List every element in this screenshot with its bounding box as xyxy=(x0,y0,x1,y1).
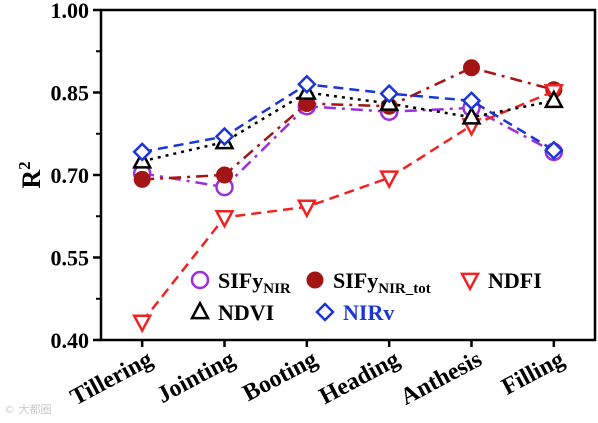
legend-label: SIFyNIR_tot xyxy=(333,268,431,297)
watermark-text: © 大都圈 xyxy=(4,403,52,416)
series-line xyxy=(141,82,555,154)
legend-marker xyxy=(315,302,335,322)
y-tick-label: 1.00 xyxy=(51,0,90,23)
x-tick-label: Tillering xyxy=(66,346,157,411)
data-point xyxy=(297,74,317,95)
series-sify-nir-tot xyxy=(133,59,563,188)
legend-marker xyxy=(459,272,481,292)
series-line xyxy=(142,66,555,181)
legend-label: NIRv xyxy=(343,300,394,325)
y-tick-label: 0.85 xyxy=(51,81,90,106)
x-tick-label: Filling xyxy=(498,346,569,400)
y-tick-label: 0.70 xyxy=(51,163,90,188)
data-point xyxy=(461,90,482,111)
data-point xyxy=(214,126,235,147)
x-tick-label: Booting xyxy=(239,346,322,407)
series-nirv xyxy=(132,74,564,162)
data-point xyxy=(132,142,152,162)
data-point xyxy=(543,89,564,109)
data-point xyxy=(132,314,153,334)
legend-item: SIFyNIR xyxy=(190,268,291,297)
series-line xyxy=(141,91,555,163)
legend-item: NIRv xyxy=(315,300,394,325)
data-point xyxy=(461,105,482,125)
data-point xyxy=(296,199,317,219)
legend-marker xyxy=(306,271,324,289)
data-point xyxy=(463,59,480,77)
legend-label: SIFyNIR xyxy=(218,268,291,297)
legend-label: NDFI xyxy=(488,268,542,293)
x-tick-label: Anthesis xyxy=(396,346,486,410)
series-layer xyxy=(132,59,564,334)
series-line xyxy=(141,90,555,323)
series-ndfi xyxy=(132,83,564,334)
x-tick-label: Jointing xyxy=(153,346,239,408)
data-point xyxy=(379,83,399,104)
series-ndvi xyxy=(132,81,564,169)
legend-item: SIFyNIR_tot xyxy=(306,268,431,297)
legend-label: NDVI xyxy=(218,300,274,325)
data-point xyxy=(379,170,400,190)
x-tick-label: Heading xyxy=(315,346,404,410)
data-point xyxy=(214,209,235,229)
data-point xyxy=(216,166,233,184)
y-tick-label: 0.40 xyxy=(51,328,90,353)
legend-item: NDFI xyxy=(459,268,542,293)
legend-marker xyxy=(190,270,210,290)
data-point xyxy=(133,170,151,188)
legend-marker xyxy=(189,300,211,320)
legend-item: NDVI xyxy=(189,300,274,325)
y-tick-label: 0.55 xyxy=(51,246,90,271)
data-point xyxy=(544,140,564,161)
series-sify-nir xyxy=(132,97,564,197)
y-axis-title: R2 xyxy=(15,161,46,188)
legend: SIFyNIR SIFyNIR_tot NDFI NDVI NIRv xyxy=(189,268,542,325)
